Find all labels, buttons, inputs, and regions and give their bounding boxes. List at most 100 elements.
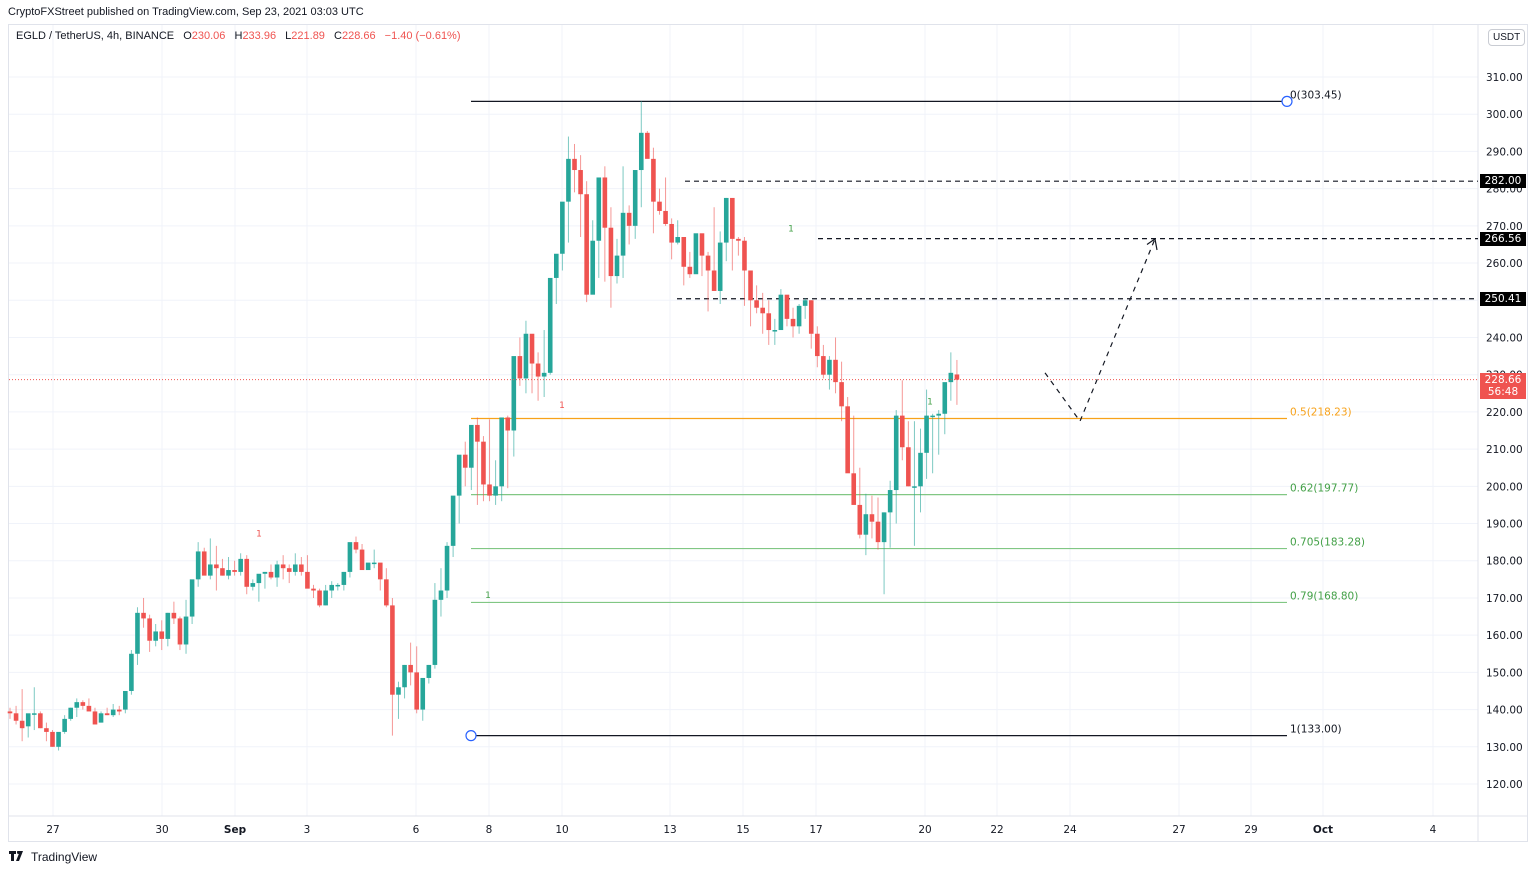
- candle[interactable]: [141, 597, 146, 628]
- candle[interactable]: [554, 253, 559, 304]
- candle[interactable]: [675, 220, 680, 245]
- candle[interactable]: [705, 251, 711, 312]
- candle[interactable]: [420, 677, 426, 721]
- candle[interactable]: [159, 620, 165, 651]
- candle[interactable]: [335, 583, 341, 591]
- candle[interactable]: [766, 300, 772, 345]
- candle[interactable]: [590, 220, 596, 295]
- candle[interactable]: [214, 545, 219, 591]
- candle[interactable]: [359, 543, 365, 571]
- candle[interactable]: [693, 233, 699, 275]
- candle[interactable]: [31, 687, 37, 731]
- candle[interactable]: [462, 441, 468, 487]
- candle[interactable]: [778, 289, 784, 331]
- candle[interactable]: [408, 642, 413, 686]
- candle[interactable]: [286, 564, 292, 584]
- candle[interactable]: [414, 646, 419, 714]
- candle[interactable]: [875, 497, 881, 550]
- candle[interactable]: [353, 536, 359, 554]
- candle[interactable]: [377, 562, 383, 591]
- candle[interactable]: [201, 547, 207, 576]
- candle[interactable]: [954, 359, 960, 405]
- candle[interactable]: [153, 624, 158, 647]
- candle[interactable]: [347, 542, 353, 578]
- candle[interactable]: [165, 612, 171, 647]
- candle[interactable]: [566, 136, 571, 243]
- candle[interactable]: [608, 207, 614, 308]
- candle[interactable]: [827, 356, 832, 390]
- candle[interactable]: [596, 177, 602, 278]
- candle[interactable]: [511, 356, 517, 457]
- candle[interactable]: [123, 690, 128, 714]
- candle[interactable]: [906, 421, 911, 487]
- candle[interactable]: [171, 601, 177, 625]
- candle[interactable]: [638, 101, 644, 208]
- candle[interactable]: [547, 277, 553, 375]
- candle[interactable]: [56, 731, 61, 751]
- candle[interactable]: [147, 614, 152, 652]
- candle[interactable]: [208, 538, 213, 580]
- candle[interactable]: [748, 270, 753, 327]
- candle[interactable]: [499, 417, 504, 502]
- candle[interactable]: [711, 207, 717, 291]
- candle[interactable]: [560, 201, 565, 271]
- candle[interactable]: [426, 664, 432, 684]
- candle[interactable]: [371, 549, 377, 569]
- fibonacci-retracement[interactable]: 0(303.45) 0.5(218.23) 0.62(197.77) 0.705(18…: [465, 89, 1365, 742]
- candle[interactable]: [802, 298, 808, 319]
- candle[interactable]: [129, 650, 134, 695]
- candle[interactable]: [541, 330, 547, 398]
- candle[interactable]: [663, 177, 668, 226]
- fib-anchor-handle[interactable]: [1281, 95, 1293, 107]
- candle[interactable]: [432, 583, 438, 669]
- tradingview-logo[interactable]: TradingView: [9, 850, 97, 864]
- candle[interactable]: [736, 237, 741, 256]
- candle[interactable]: [614, 238, 620, 284]
- candlestick-series[interactable]: [7, 101, 960, 751]
- candle[interactable]: [238, 553, 243, 576]
- candle[interactable]: [790, 307, 796, 338]
- candle[interactable]: [135, 607, 140, 665]
- candle[interactable]: [602, 166, 608, 282]
- candle[interactable]: [936, 410, 942, 455]
- candle[interactable]: [772, 318, 778, 345]
- candle[interactable]: [110, 704, 116, 718]
- candle[interactable]: [226, 557, 231, 580]
- candle[interactable]: [887, 480, 893, 548]
- candle[interactable]: [784, 294, 790, 327]
- candle[interactable]: [815, 326, 820, 368]
- candle[interactable]: [839, 361, 844, 422]
- candle[interactable]: [98, 711, 104, 723]
- projection-path[interactable]: [1044, 237, 1158, 423]
- candle[interactable]: [833, 337, 838, 394]
- candle[interactable]: [487, 419, 492, 502]
- candle[interactable]: [669, 218, 674, 260]
- candle[interactable]: [899, 380, 905, 461]
- currency-unit-button[interactable]: USDT: [1488, 29, 1526, 46]
- candle[interactable]: [323, 584, 328, 606]
- candle[interactable]: [317, 588, 322, 608]
- candle[interactable]: [821, 344, 826, 379]
- candle[interactable]: [74, 698, 80, 718]
- candle[interactable]: [220, 558, 225, 576]
- candle[interactable]: [80, 700, 86, 710]
- candle[interactable]: [244, 555, 250, 595]
- fib-anchor-handle[interactable]: [465, 730, 477, 742]
- candle[interactable]: [341, 571, 347, 591]
- candle[interactable]: [723, 197, 729, 262]
- candle[interactable]: [38, 711, 43, 729]
- candle[interactable]: [232, 560, 237, 576]
- candle[interactable]: [104, 707, 110, 716]
- candle[interactable]: [450, 495, 456, 558]
- candle[interactable]: [280, 555, 286, 580]
- candle[interactable]: [256, 573, 262, 602]
- candle[interactable]: [535, 352, 541, 401]
- candle[interactable]: [626, 205, 632, 245]
- projection-arrow-path[interactable]: [1044, 238, 1156, 423]
- candle[interactable]: [189, 579, 195, 625]
- candle[interactable]: [808, 300, 814, 349]
- candle[interactable]: [578, 155, 583, 238]
- candle[interactable]: [481, 436, 486, 502]
- candle[interactable]: [845, 397, 850, 474]
